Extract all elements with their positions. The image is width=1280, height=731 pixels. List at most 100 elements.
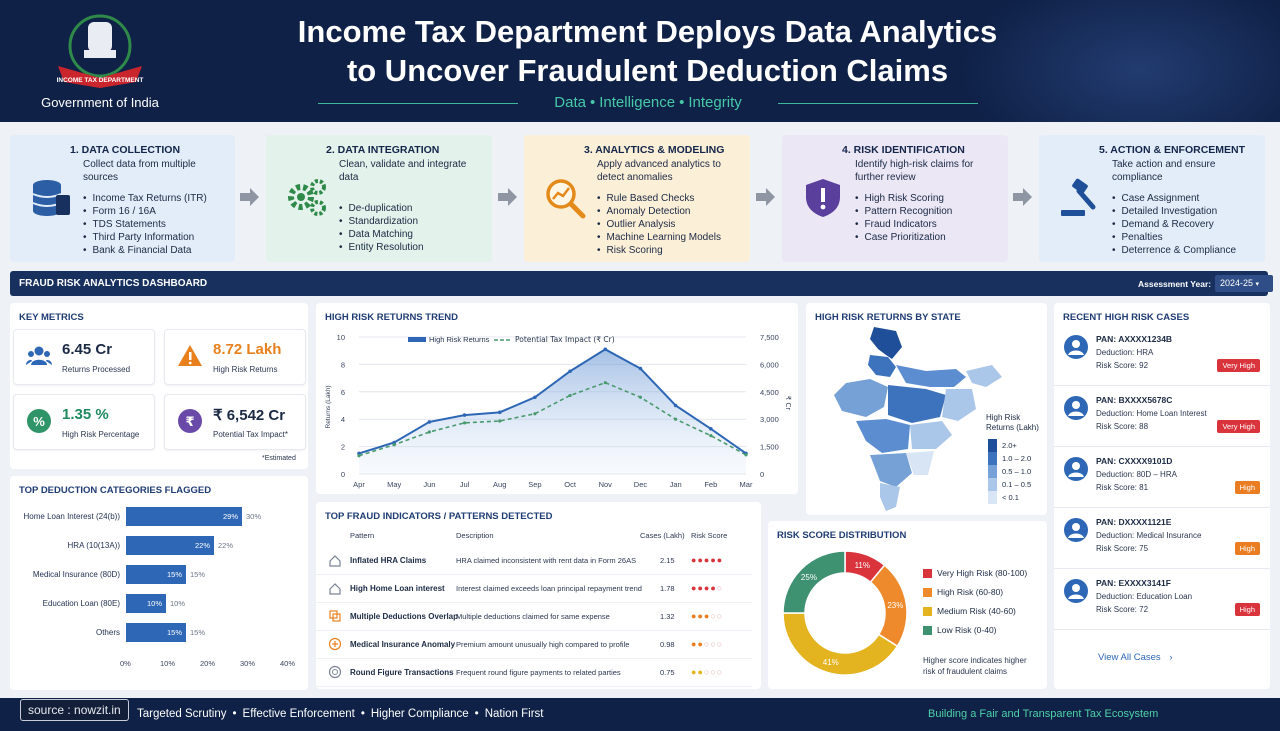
- pattern-description: HRA claimed inconsistent with rent data …: [456, 556, 637, 565]
- donut-slice: [782, 612, 899, 676]
- pattern-name: Multiple Deductions Overlap: [350, 612, 459, 621]
- source-watermark: source : nowzit.in: [20, 699, 129, 721]
- arrow-right-icon: [1013, 188, 1032, 206]
- case-item[interactable]: PAN: EXXXX3141F Deduction: Education Loan…: [1054, 569, 1270, 630]
- series-point: [427, 430, 431, 434]
- y2-tick-label: 1,500: [760, 443, 779, 452]
- series-point: [427, 420, 432, 424]
- series-point: [603, 381, 607, 385]
- table-row[interactable]: Round Figure Transactions Frequent round …: [316, 659, 752, 687]
- gears-icon: [288, 179, 326, 216]
- government-label: Government of India: [41, 95, 159, 110]
- bar: [126, 507, 242, 526]
- donut-slice-label: 41%: [823, 658, 839, 667]
- risk-dot: ●: [716, 555, 724, 565]
- assessment-year-select[interactable]: 2024-25 ▾: [1215, 275, 1273, 292]
- x-tick-label: Nov: [599, 480, 613, 489]
- table-row[interactable]: Multiple Deductions Overlap Multiple dedu…: [316, 603, 752, 631]
- series-point: [462, 413, 467, 417]
- series-point: [674, 417, 678, 421]
- y-tick-label: 8: [341, 360, 345, 369]
- y2-tick-label: 3,000: [760, 415, 779, 424]
- case-risk-score: Risk Score: 92: [1096, 361, 1149, 370]
- x-tick-label: 30%: [240, 659, 256, 668]
- estimated-footnote: *Estimated: [262, 455, 296, 462]
- bar-outside-label: 30%: [246, 512, 262, 521]
- series-point: [709, 426, 713, 431]
- x-tick-label: Mar: [740, 480, 753, 489]
- risk-dot: ●: [697, 583, 704, 593]
- risk-badge: High: [1234, 481, 1260, 494]
- y2-tick-label: 6,000: [760, 360, 779, 369]
- x-tick-label: 0%: [120, 659, 131, 668]
- recent-cases-card: RECENT HIGH RISK CASES PAN: AXXXX1234B De…: [1054, 303, 1270, 689]
- case-item[interactable]: PAN: CXXXX9101D Deduction: 80D – HRA Risk …: [1054, 447, 1270, 508]
- risk-dot: ●: [697, 639, 704, 649]
- avatar-icon: [1064, 457, 1088, 481]
- map-legend-label: < 0.1: [1002, 493, 1019, 502]
- gavel-icon: [1061, 178, 1096, 216]
- risk-dot: ○: [710, 611, 717, 621]
- donut-legend-label: High Risk (60-80): [937, 587, 1004, 597]
- footer-slogan: Building a Fair and Transparent Tax Ecos…: [928, 708, 1159, 720]
- series-point: [498, 419, 502, 423]
- y-tick-label: 0: [341, 470, 345, 479]
- table-row[interactable]: Inflated HRA Claims HRA claimed inconsist…: [316, 547, 752, 575]
- page-footer: Targeted Scrutiny • Effective Enforcement •…: [0, 698, 1280, 731]
- case-item[interactable]: PAN: BXXXX5678C Deduction: Home Loan Inte…: [1054, 386, 1270, 447]
- step-risk-identification: 4. RISK IDENTIFICATION Identify high-ris…: [782, 135, 1008, 262]
- case-pan: PAN: BXXXX5678C: [1096, 395, 1173, 405]
- risk-score-dots: ●●●●●: [691, 555, 723, 565]
- risk-dot: ○: [716, 639, 724, 649]
- key-metrics-card: KEY METRICS 6.45 Cr Returns Processed 8.…: [10, 303, 308, 469]
- series-point: [568, 393, 572, 398]
- pattern-cases: 1.78: [660, 584, 675, 593]
- risk-dot: ●: [697, 667, 704, 677]
- x-tick-label: Apr: [353, 480, 365, 489]
- risk-dot: ●: [703, 611, 711, 621]
- x-tick-label: Sep: [528, 480, 541, 489]
- risk-dot: ●: [691, 639, 698, 649]
- case-item[interactable]: PAN: AXXXX1234B Deduction: HRA Risk Score:…: [1054, 325, 1270, 386]
- svg-text:%: %: [33, 414, 45, 429]
- bar-category-label: Education Loan (80E): [42, 599, 120, 608]
- map-legend-swatch: [988, 452, 997, 465]
- donut-legend-label: Very High Risk (80-100): [937, 568, 1028, 578]
- series-line-high-risk-returns: [358, 348, 747, 455]
- table-row[interactable]: Medical Insurance Anomaly Premium amount …: [316, 631, 752, 659]
- metric-value: 6.45 Cr: [62, 341, 113, 358]
- case-deduction: Deduction: 80D – HRA: [1096, 470, 1177, 479]
- series-point: [392, 440, 396, 445]
- y-axis-label: Returns (Lakh): [325, 386, 332, 429]
- arrow-right-icon: [756, 188, 775, 206]
- pattern-cases: 2.15: [660, 556, 675, 565]
- series-point: [357, 451, 361, 456]
- map-legend-label: 0.1 – 0.5: [1002, 480, 1032, 489]
- risk-score-dots: ●●○○○: [691, 667, 723, 677]
- risk-dot: ○: [716, 667, 724, 677]
- risk-dot: ●: [691, 611, 698, 621]
- risk-dot: ●: [697, 555, 704, 565]
- bar: [126, 565, 186, 584]
- view-all-cases-link[interactable]: View All Cases ›: [1098, 652, 1173, 663]
- donut-legend-swatch: [923, 569, 932, 578]
- pattern-description: Frequent round figure payments to relate…: [456, 668, 621, 677]
- pattern-description: Interest claimed exceeds loan principal …: [456, 584, 642, 593]
- pattern-cases: 1.32: [660, 612, 675, 621]
- donut-legend-swatch: [923, 626, 932, 635]
- bar-value-label: 10%: [146, 599, 162, 608]
- table-row[interactable]: High Home Loan interest Interest claimed …: [316, 575, 752, 603]
- legend-label: Potential Tax Impact (₹ Cr): [515, 335, 615, 344]
- government-emblem-icon: INCOME TAX DEPARTMENT: [57, 14, 143, 88]
- x-tick-label: Dec: [634, 480, 648, 489]
- metric-value: 1.35 %: [62, 406, 109, 423]
- case-deduction: Deduction: HRA: [1096, 348, 1154, 357]
- y-tick-label: 2: [341, 443, 345, 452]
- series-point: [673, 403, 678, 408]
- risk-note: Higher score indicates higher risk of fr…: [923, 656, 1027, 676]
- case-item[interactable]: PAN: DXXXX1121E Deduction: Medical Insura…: [1054, 508, 1270, 569]
- pattern-description: Premium amount unusually high compared t…: [456, 640, 630, 649]
- x-tick-label: Jun: [423, 480, 435, 489]
- people-icon: [26, 346, 52, 365]
- map-legend-label: 1.0 – 2.0: [1002, 454, 1032, 463]
